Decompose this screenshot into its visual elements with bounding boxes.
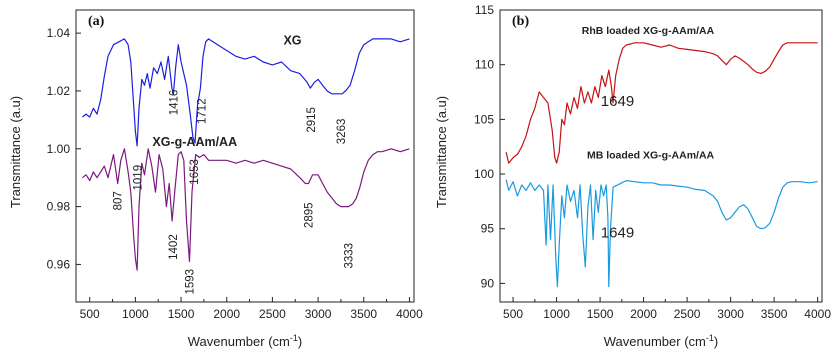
peak-label: 1712 <box>197 98 209 124</box>
chart-panel-a: 500 1000 1500 2000 2500 3000 3500 4000 0.96 0.98 1… <box>8 9 423 349</box>
series-line-1 <box>505 42 818 164</box>
y-tick-label: 1.02 <box>47 84 71 98</box>
panel-label: (a) <box>88 14 105 29</box>
series-annotation: RhB loaded XG-g-AAm/AA <box>582 25 715 37</box>
peak-label: 1649 <box>601 224 634 241</box>
panel-label: (b) <box>512 14 529 29</box>
x-tick-label: 3500 <box>350 307 377 321</box>
peak-label: 3263 <box>336 119 348 145</box>
series-line-2 <box>505 179 818 288</box>
series-line-1 <box>82 38 410 147</box>
peak-label: 1416 <box>169 90 181 116</box>
series-annotation: XG-g-AAm/AA <box>152 135 237 149</box>
x-tick-label: 4000 <box>396 307 423 321</box>
peak-label: 3333 <box>344 243 356 269</box>
x-tick-label: 1500 <box>587 307 614 321</box>
series-annotation: XG <box>283 34 301 48</box>
x-tick-label: 1000 <box>122 307 149 321</box>
peak-label: 1593 <box>185 269 197 295</box>
peak-label: 1653 <box>189 159 201 185</box>
y-tick-label: 105 <box>474 112 494 126</box>
x-tick-label: 2500 <box>259 307 286 321</box>
peak-label: 1019 <box>133 165 145 191</box>
plot-frame <box>499 9 823 303</box>
y-tick-label: 100 <box>474 167 494 181</box>
x-tick-label: 500 <box>503 307 523 321</box>
y-axis-label: Transmittance (a.u) <box>434 96 449 208</box>
x-tick-label: 3500 <box>761 307 788 321</box>
y-tick-label: 1.04 <box>47 26 71 40</box>
x-tick-label: 500 <box>80 307 100 321</box>
x-tick-label: 1000 <box>543 307 570 321</box>
series-line-2 <box>82 148 410 271</box>
peak-label: 807 <box>113 191 125 210</box>
x-tick-label: 4000 <box>804 307 831 321</box>
chart-panel-b: 500 1000 1500 2000 2500 3000 3500 4000 90 95 100 10… <box>434 3 831 349</box>
peak-label: 2895 <box>303 202 315 228</box>
peak-label: 1649 <box>601 93 634 110</box>
series-annotation: MB loaded XG-g-AAm/AA <box>587 150 715 162</box>
x-tick-label: 2000 <box>213 307 240 321</box>
x-axis-label: Wavenumber (cm-1) <box>604 333 718 349</box>
y-tick-label: 110 <box>475 58 494 72</box>
plot-frame <box>75 9 415 303</box>
x-tick-label: 3000 <box>717 307 744 321</box>
x-tick-label: 2000 <box>630 307 657 321</box>
y-tick-label: 0.96 <box>47 257 71 271</box>
y-tick-label: 90 <box>481 276 495 290</box>
x-tick-label: 1500 <box>168 307 195 321</box>
y-tick-label: 0.98 <box>47 200 71 214</box>
x-tick-label: 3000 <box>305 307 332 321</box>
y-tick-label: 95 <box>481 222 495 236</box>
peak-label: 2915 <box>306 107 318 133</box>
y-tick-label: 1.00 <box>47 142 71 156</box>
peak-label: 1402 <box>168 234 180 260</box>
x-axis-label: Wavenumber (cm-1) <box>188 333 302 349</box>
x-tick-label: 2500 <box>674 307 701 321</box>
y-tick-label: 115 <box>475 3 494 17</box>
y-axis-label: Transmittance (a.u) <box>8 96 23 208</box>
